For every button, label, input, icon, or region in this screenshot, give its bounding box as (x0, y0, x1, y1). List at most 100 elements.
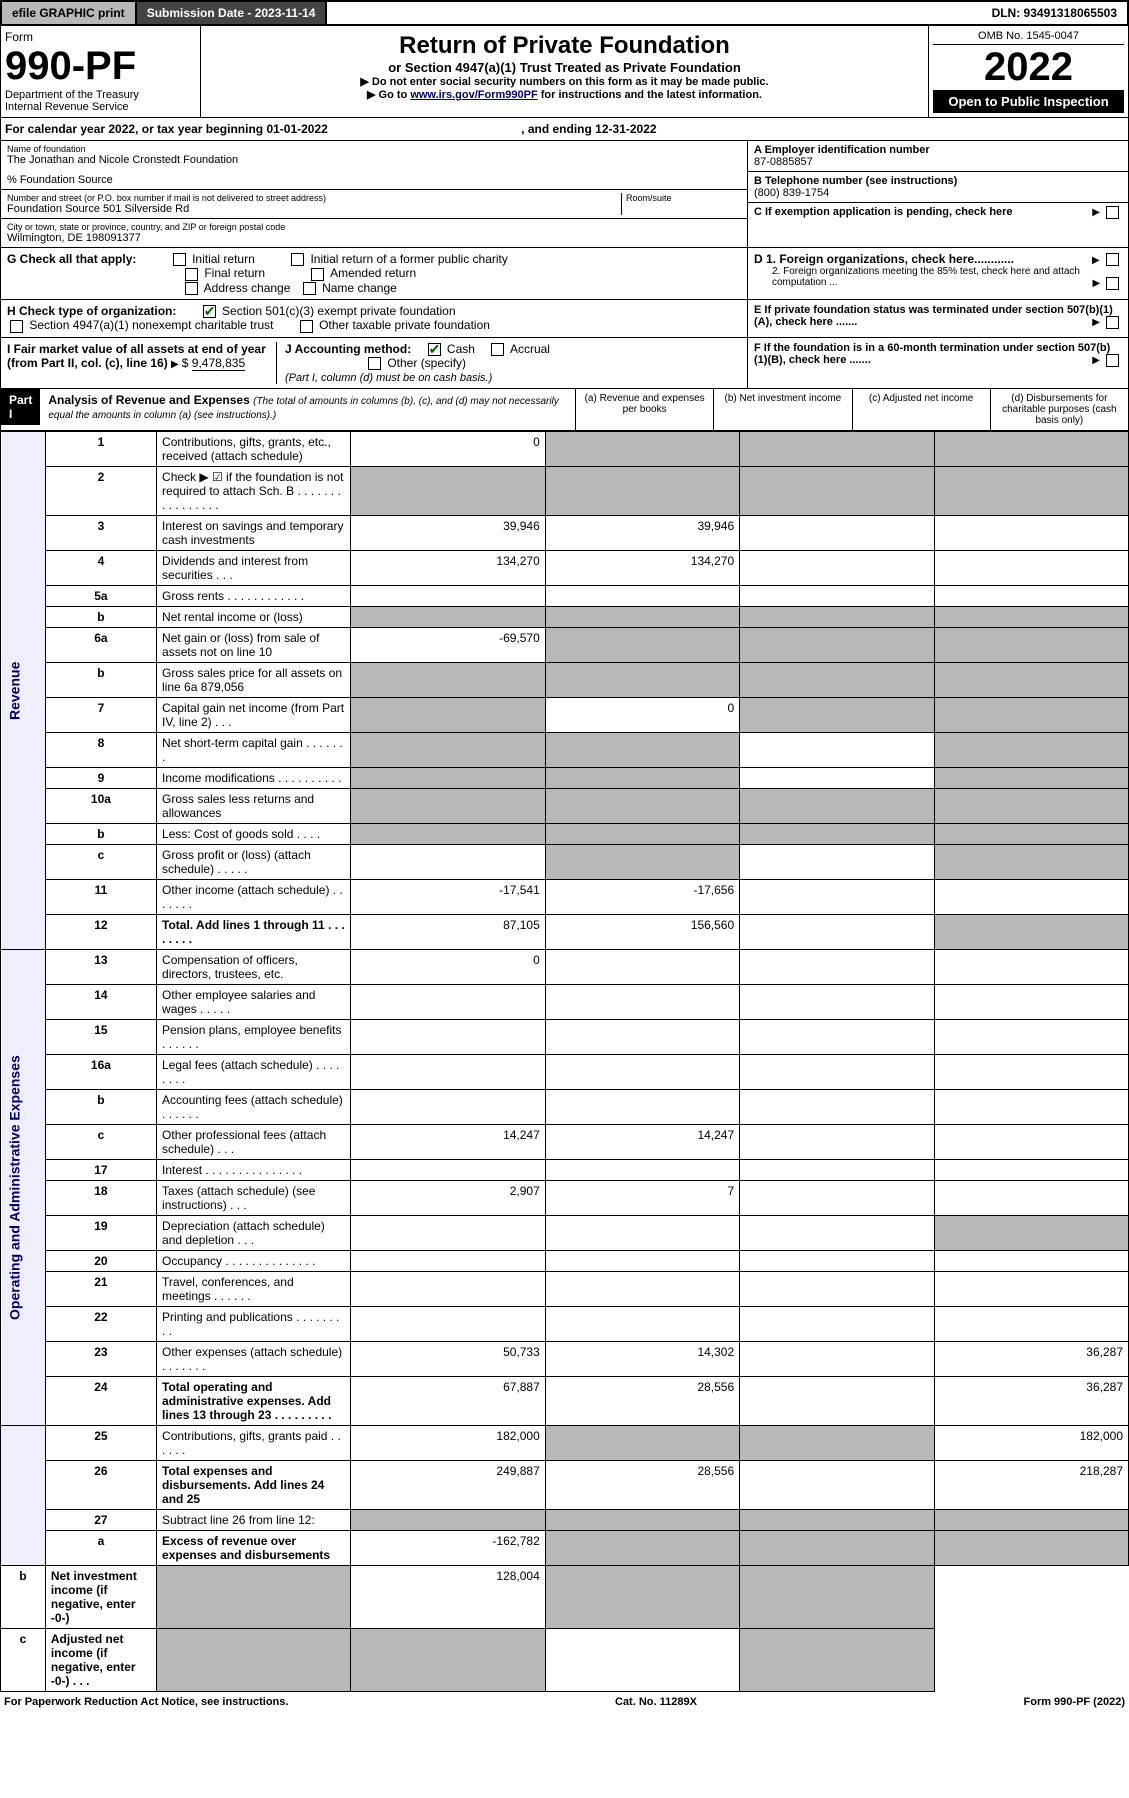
line-num: b (45, 1090, 156, 1125)
amount-cell (934, 985, 1128, 1020)
amended-cb[interactable] (311, 268, 324, 281)
amount-cell (740, 1629, 934, 1692)
line-num: 7 (45, 698, 156, 733)
amount-cell (934, 733, 1128, 768)
amount-cell (934, 1125, 1128, 1160)
4947-cb[interactable] (10, 320, 23, 333)
amount-cell: 0 (351, 950, 545, 985)
amount-cell (934, 1251, 1128, 1272)
arrow-icon (1092, 316, 1100, 328)
amount-cell (545, 1090, 739, 1125)
form990pf-link[interactable]: www.irs.gov/Form990PF (410, 89, 537, 101)
line-desc: Pension plans, employee benefits . . . .… (157, 1020, 351, 1055)
name-label: Name of foundation (7, 144, 741, 154)
amount-cell: 28,556 (545, 1377, 739, 1426)
line-num: c (45, 845, 156, 880)
col-b: (b) Net investment income (713, 389, 851, 430)
ein-label: A Employer identification number (754, 144, 1122, 156)
amount-cell (545, 1426, 739, 1461)
amount-cell (545, 432, 739, 467)
line-num: 26 (45, 1461, 156, 1510)
line-desc: Net investment income (if negative, ente… (45, 1566, 156, 1629)
efile-print-button[interactable]: efile GRAPHIC print (2, 2, 137, 24)
name-change-cb[interactable] (303, 282, 316, 295)
c-checkbox[interactable] (1106, 206, 1119, 219)
accrual-cb[interactable] (491, 343, 504, 356)
amount-cell (351, 586, 545, 607)
501c3-cb[interactable] (203, 305, 216, 318)
amount-cell (545, 663, 739, 698)
j-label: J Accounting method: (285, 342, 411, 356)
initial-return-cb[interactable] (173, 253, 186, 266)
amount-cell (740, 1020, 934, 1055)
addr-label: Number and street (or P.O. box number if… (7, 193, 621, 203)
form-number: 990-PF (5, 44, 196, 89)
amount-cell (157, 1629, 351, 1692)
line-desc: Legal fees (attach schedule) . . . . . .… (157, 1055, 351, 1090)
amount-cell (934, 1160, 1128, 1181)
address-change-cb[interactable] (185, 282, 198, 295)
ein-value: 87-0885857 (754, 156, 1122, 168)
amount-cell (545, 1566, 739, 1629)
room-label: Room/suite (626, 193, 741, 203)
g-o6: Name change (322, 281, 397, 295)
amount-cell (740, 985, 934, 1020)
amount-cell (351, 467, 545, 516)
line-num: 11 (45, 880, 156, 915)
d2-label: 2. Foreign organizations meeting the 85%… (772, 266, 1080, 288)
line-desc: Contributions, gifts, grants paid . . . … (157, 1426, 351, 1461)
amount-cell (740, 880, 934, 915)
initial-public-cb[interactable] (291, 253, 304, 266)
amount-cell (740, 1272, 934, 1307)
amount-cell (740, 1090, 934, 1125)
amount-cell (545, 985, 739, 1020)
amount-cell (740, 1426, 934, 1461)
final-return-cb[interactable] (185, 268, 198, 281)
g-o4: Amended return (330, 266, 416, 280)
cash-cb[interactable] (428, 343, 441, 356)
amount-cell: 14,247 (545, 1125, 739, 1160)
line-num: 1 (45, 432, 156, 467)
line-desc: Other expenses (attach schedule) . . . .… (157, 1342, 351, 1377)
amount-cell: 128,004 (351, 1566, 545, 1629)
line-num: 5a (45, 586, 156, 607)
part1-title: Analysis of Revenue and Expenses (48, 393, 249, 407)
amount-cell (351, 789, 545, 824)
amount-cell (545, 950, 739, 985)
line-desc: Occupancy . . . . . . . . . . . . . . (157, 1251, 351, 1272)
street-address: Foundation Source 501 Silverside Rd (7, 203, 621, 215)
col-d: (d) Disbursements for charitable purpose… (990, 389, 1128, 430)
line-desc: Adjusted net income (if negative, enter … (45, 1629, 156, 1692)
line-desc: Other income (attach schedule) . . . . .… (157, 880, 351, 915)
amount-cell (545, 789, 739, 824)
f-label: F If the foundation is in a 60-month ter… (754, 342, 1110, 366)
omb-number: OMB No. 1545-0047 (933, 30, 1124, 45)
amount-cell: 28,556 (545, 1461, 739, 1510)
e-cb[interactable] (1106, 316, 1119, 329)
irs-label: Internal Revenue Service (5, 101, 196, 113)
amount-cell (545, 607, 739, 628)
city-label: City or town, state or province, country… (7, 222, 741, 232)
d1-cb[interactable] (1106, 253, 1119, 266)
amount-cell (740, 1307, 934, 1342)
amount-cell (934, 698, 1128, 733)
line-num: b (45, 663, 156, 698)
f-cb[interactable] (1106, 354, 1119, 367)
j-accrual: Accrual (510, 342, 550, 356)
line-desc: Gross rents . . . . . . . . . . . . (157, 586, 351, 607)
line-desc: Total operating and administrative expen… (157, 1377, 351, 1426)
amount-cell: 14,302 (545, 1342, 739, 1377)
amount-cell (934, 845, 1128, 880)
amount-cell (351, 733, 545, 768)
dept-treasury: Department of the Treasury (5, 89, 196, 101)
dln: DLN: 93491318065503 (982, 2, 1127, 24)
amount-cell (740, 1461, 934, 1510)
amount-cell: 36,287 (934, 1342, 1128, 1377)
foundation-name: The Jonathan and Nicole Cronstedt Founda… (7, 154, 741, 166)
d2-cb[interactable] (1106, 277, 1119, 290)
other-taxable-cb[interactable] (300, 320, 313, 333)
amount-cell (934, 1090, 1128, 1125)
other-cb[interactable] (368, 357, 381, 370)
analysis-table: Revenue1Contributions, gifts, grants, et… (0, 431, 1129, 1692)
amount-cell: 50,733 (351, 1342, 545, 1377)
